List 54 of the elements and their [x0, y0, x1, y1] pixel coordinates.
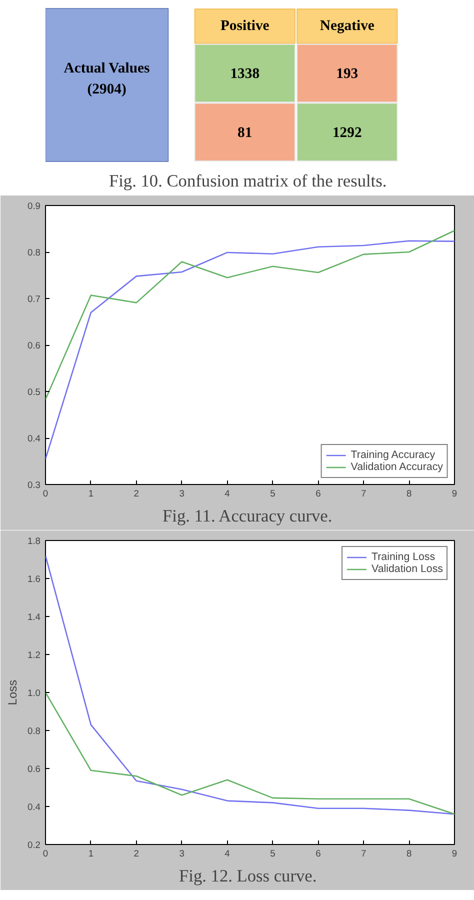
y-tick-label: 0.8	[28, 726, 40, 736]
x-tick-label: 9	[452, 488, 458, 498]
caption: Fig. 10. Confusion matrix of the results.	[108, 172, 387, 190]
x-tick-label: Negative	[320, 18, 375, 34]
x-tick-label: 4	[224, 488, 230, 498]
y-axis-title: Actual Values (2904)	[64, 60, 150, 98]
y-tick-label: 1.4	[28, 612, 40, 622]
y-tick-label: 1.2	[28, 650, 40, 660]
line-series	[46, 230, 454, 400]
y-tick-label: 1.6	[28, 574, 40, 584]
legend-label: Validation Accuracy	[350, 461, 443, 473]
x-tick-label: 7	[361, 488, 366, 498]
x-tick-label: 5	[270, 848, 276, 858]
x-tick-label: 3	[179, 488, 184, 498]
y-axis-title: Loss	[6, 680, 20, 706]
x-tick-label: 1	[88, 848, 94, 858]
y-tick-label: 0.9	[28, 201, 40, 211]
x-tick-label: 8	[406, 488, 412, 498]
caption: Fig. 11. Accuracy curve.	[162, 506, 332, 526]
x-tick-label: 8	[406, 848, 412, 858]
line-series	[46, 692, 454, 815]
y-tick-label: 0.5	[28, 387, 40, 397]
legend-label: Training Accuracy	[350, 449, 436, 461]
x-tick-label: 2	[134, 488, 139, 498]
x-tick-label: 6	[316, 488, 321, 498]
legend-label: Validation Loss	[372, 563, 443, 575]
y-tick-label: 1.8	[28, 536, 40, 546]
x-tick-label: 7	[361, 848, 366, 858]
x-tick-label: Positive	[220, 18, 270, 34]
line-series	[46, 240, 454, 460]
y-tick-label: 0.6	[28, 340, 40, 350]
y-tick-label: 1.0	[28, 688, 40, 698]
x-tick-label: 9	[452, 848, 458, 858]
legend-label: Training Loss	[372, 551, 436, 563]
y-tick-label: 0.3	[28, 480, 40, 490]
y-tick-label: 0.4	[28, 434, 40, 444]
y-tick-label: 0.2	[28, 840, 40, 850]
y-tick-label: 0.7	[28, 294, 40, 304]
x-tick-label: 0	[42, 848, 48, 858]
data-label: 1292	[332, 125, 362, 142]
x-tick-label: 6	[316, 848, 321, 858]
y-tick-label: 0.8	[28, 248, 40, 258]
x-tick-label: 3	[179, 848, 184, 858]
caption: Fig. 12. Loss curve.	[179, 866, 317, 886]
data-label: 1338	[230, 66, 260, 82]
data-label: 81	[238, 125, 252, 142]
x-tick-label: 4	[224, 848, 230, 858]
data-label: 193	[336, 66, 358, 82]
x-tick-label: 1	[88, 488, 94, 498]
y-tick-label: 0.4	[28, 802, 40, 812]
x-tick-label: 0	[42, 488, 48, 498]
x-tick-label: 2	[134, 848, 139, 858]
y-tick-label: 0.6	[28, 764, 40, 774]
x-tick-label: 5	[270, 488, 276, 498]
